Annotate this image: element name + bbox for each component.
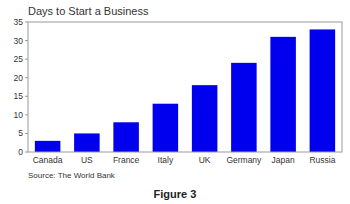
y-tick-label: 5 (18, 128, 23, 138)
x-tick-label: Japan (272, 155, 295, 165)
y-tick-label: 10 (14, 110, 24, 120)
bar (192, 85, 218, 152)
x-tick-label: Germany (226, 155, 262, 165)
bar (35, 141, 61, 152)
y-tick (25, 22, 28, 23)
x-tick-label: Italy (158, 155, 174, 165)
x-tick-label: France (113, 155, 140, 165)
bar (310, 29, 336, 152)
y-tick (25, 40, 28, 41)
figure-label: Figure 3 (154, 188, 197, 200)
bar (270, 37, 296, 152)
chart-container: Days to Start a Business 0 5 10 15 20 25 30 35 Ca… (0, 0, 350, 204)
x-tick-label: US (81, 155, 93, 165)
y-tick-label: 25 (14, 54, 24, 64)
y-tick-label: 30 (14, 36, 24, 46)
plot-frame (28, 22, 342, 152)
y-tick (25, 77, 28, 78)
bars (35, 29, 335, 152)
bar (74, 133, 100, 152)
y-tick-label: 35 (14, 17, 24, 27)
x-tick-label: UK (199, 155, 211, 165)
y-tick-label: 15 (14, 91, 24, 101)
source-note: Source: The World Bank (28, 171, 116, 180)
chart: Days to Start a Business 0 5 10 15 20 25 30 35 Ca… (0, 0, 350, 204)
x-tick-label: Russia (309, 155, 335, 165)
y-tick (25, 96, 28, 97)
bar (231, 63, 257, 152)
bar (153, 104, 179, 152)
y-tick (25, 152, 28, 153)
y-tick-label: 20 (14, 73, 24, 83)
bar (113, 122, 139, 152)
y-tick (25, 59, 28, 60)
y-tick-label: 0 (18, 147, 23, 157)
x-tick-label: Canada (33, 155, 63, 165)
title: Days to Start a Business (28, 5, 149, 17)
y-tick (25, 114, 28, 115)
y-tick (25, 133, 28, 134)
